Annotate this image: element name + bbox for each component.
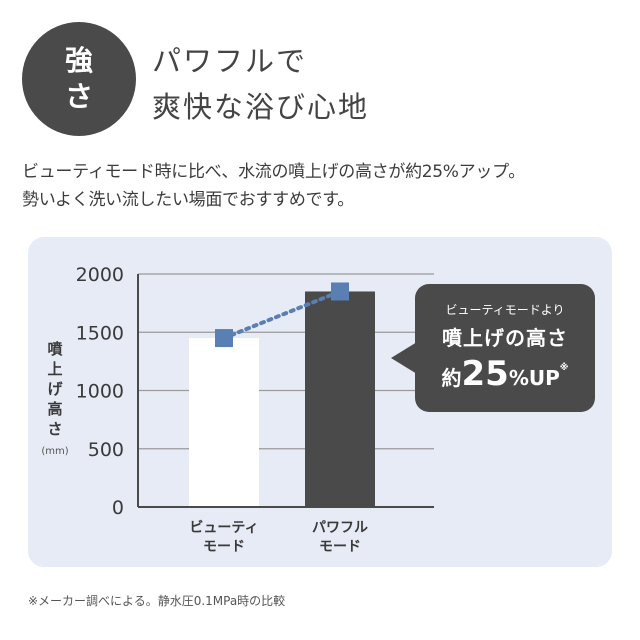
headline: パワフルで 爽快な浴び心地: [152, 38, 369, 130]
y-tick-label: 1000: [76, 381, 124, 403]
y-tick-label: 0: [112, 497, 124, 519]
category-label: モード: [203, 539, 245, 555]
callout-unit: %UP: [508, 366, 560, 390]
y-axis-label-char: さ: [47, 420, 62, 438]
data-marker: [215, 329, 233, 348]
callout-line-2: 噴上げの高さ: [442, 326, 568, 350]
y-tick-label: 500: [88, 439, 124, 461]
y-axis-label-char: 上: [47, 360, 62, 378]
increase-callout: ビューティモードより 噴上げの高さ 約25%UP※: [391, 284, 595, 412]
callout-line-1: ビューティモードより: [445, 303, 565, 317]
badge-char-2: さ: [64, 80, 93, 113]
y-axis-label-char: げ: [47, 380, 63, 398]
callout-note-mark: ※: [559, 363, 569, 373]
y-axis-label-char: 高: [47, 400, 62, 418]
category-label: ビューティ: [189, 520, 258, 536]
data-marker: [331, 282, 349, 301]
category-label: パワフル: [312, 520, 368, 536]
y-tick-label: 1500: [76, 322, 124, 344]
callout-line-3: 約25%UP※: [415, 354, 595, 400]
headline-line-1: パワフルで: [152, 44, 308, 78]
trend-connector: [222, 289, 342, 341]
y-axis-unit: (mm): [41, 446, 68, 457]
description-line-2: 勢いよく洗い流したい場面でおすすめです。: [22, 190, 354, 210]
bar: [305, 291, 375, 507]
category-label: モード: [319, 539, 361, 555]
description: ビューティモード時に比べ、水流の噴上げの高さが約25%アップ。 勢いよく洗い流し…: [22, 158, 632, 214]
y-tick-label: 2000: [76, 264, 124, 286]
badge-char-1: 強: [64, 44, 93, 77]
description-line-1: ビューティモード時に比べ、水流の噴上げの高さが約25%アップ。: [22, 162, 525, 182]
strength-badge: 強 さ: [22, 22, 136, 136]
callout-prefix: 約: [441, 366, 462, 390]
y-axis-label-char: 噴: [47, 340, 62, 358]
headline-line-2: 爽快な浴び心地: [152, 90, 370, 124]
footnote: ※メーカー調べによる。静水圧0.1MPa時の比較: [28, 594, 286, 608]
bar: [189, 338, 259, 507]
callout-number: 25: [461, 354, 509, 394]
